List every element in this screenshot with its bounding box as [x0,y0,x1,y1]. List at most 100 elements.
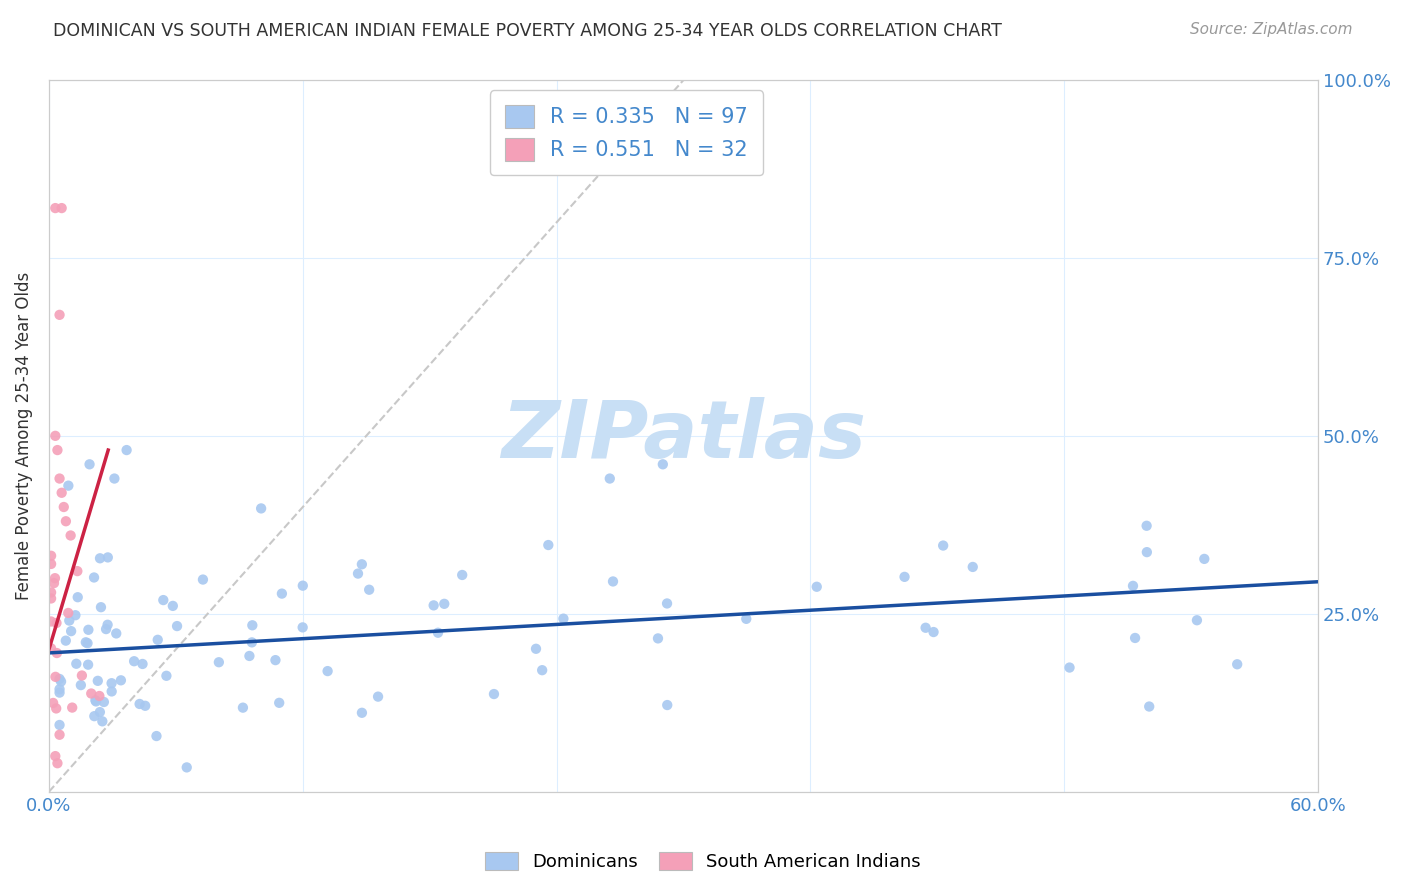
Point [232,700,254,714]
Point [70,668,93,682]
Point [599,471,621,485]
Point [65,608,87,623]
Point [48,308,70,322]
Point [66,564,89,578]
Point [89,689,111,703]
Point [347,566,370,581]
Point [70,678,93,692]
Point [208,655,231,669]
Point [83,709,105,723]
Point [451,568,474,582]
Point [350,706,373,720]
Point [128,697,150,711]
Point [145,729,167,743]
Point [1059,660,1081,674]
Point [55,633,77,648]
Point [87,673,110,688]
Point [422,599,444,613]
Point [191,573,214,587]
Point [1136,518,1159,533]
Point [60,624,83,639]
Point [84,694,107,708]
Point [76,636,98,650]
Text: ZIPatlas: ZIPatlas [501,397,866,475]
Point [1185,613,1208,627]
Point [122,654,145,668]
Point [1226,657,1249,672]
Point [110,673,132,688]
Legend: Dominicans, South American Indians: Dominicans, South American Indians [478,845,928,879]
Point [51,201,73,215]
Text: Source: ZipAtlas.com: Source: ZipAtlas.com [1189,22,1353,37]
Point [60,700,83,714]
Point [1194,552,1216,566]
Point [806,580,828,594]
Point [553,612,575,626]
Point [90,600,112,615]
Point [240,618,263,632]
Point [48,682,70,697]
Point [48,672,70,686]
Point [291,620,314,634]
Point [97,550,120,565]
Point [100,676,122,690]
Point [39,615,62,629]
Point [115,443,138,458]
Point [240,635,263,649]
Point [51,485,73,500]
Point [531,663,554,677]
Point [146,632,169,647]
Point [162,599,184,613]
Point [46,443,69,458]
Point [270,586,292,600]
Point [651,458,673,472]
Point [105,626,128,640]
Legend: R = 0.335   N = 97, R = 0.551   N = 32: R = 0.335 N = 97, R = 0.551 N = 32 [491,90,763,176]
Point [59,528,82,542]
Point [131,657,153,671]
Point [103,471,125,485]
Point [66,591,89,605]
Point [1122,579,1144,593]
Point [75,635,97,649]
Text: DOMINICAN VS SOUTH AMERICAN INDIAN FEMALE POVERTY AMONG 25-34 YEAR OLDS CORRELAT: DOMINICAN VS SOUTH AMERICAN INDIAN FEMAL… [53,22,1002,40]
Point [655,597,678,611]
Point [657,698,679,712]
Point [427,625,450,640]
Point [433,597,456,611]
Point [39,641,62,656]
Point [42,696,65,710]
Point [602,574,624,589]
Point [42,576,65,591]
Point [367,690,389,704]
Point [44,749,66,764]
Point [77,657,100,672]
Point [39,585,62,599]
Point [58,478,80,492]
Point [48,471,70,485]
Point [482,687,505,701]
Point [176,760,198,774]
Point [152,593,174,607]
Y-axis label: Female Poverty Among 25-34 Year Olds: Female Poverty Among 25-34 Year Olds [15,272,32,600]
Point [48,728,70,742]
Point [93,695,115,709]
Point [100,684,122,698]
Point [134,698,156,713]
Point [94,622,117,636]
Point [77,623,100,637]
Point [922,625,945,640]
Point [89,551,111,566]
Point [80,686,103,700]
Point [44,571,66,585]
Point [48,685,70,699]
Point [44,670,66,684]
Point [524,641,547,656]
Point [65,657,87,671]
Point [44,429,66,443]
Point [39,549,62,563]
Point [238,648,260,663]
Point [1136,545,1159,559]
Point [49,674,72,689]
Point [79,458,101,472]
